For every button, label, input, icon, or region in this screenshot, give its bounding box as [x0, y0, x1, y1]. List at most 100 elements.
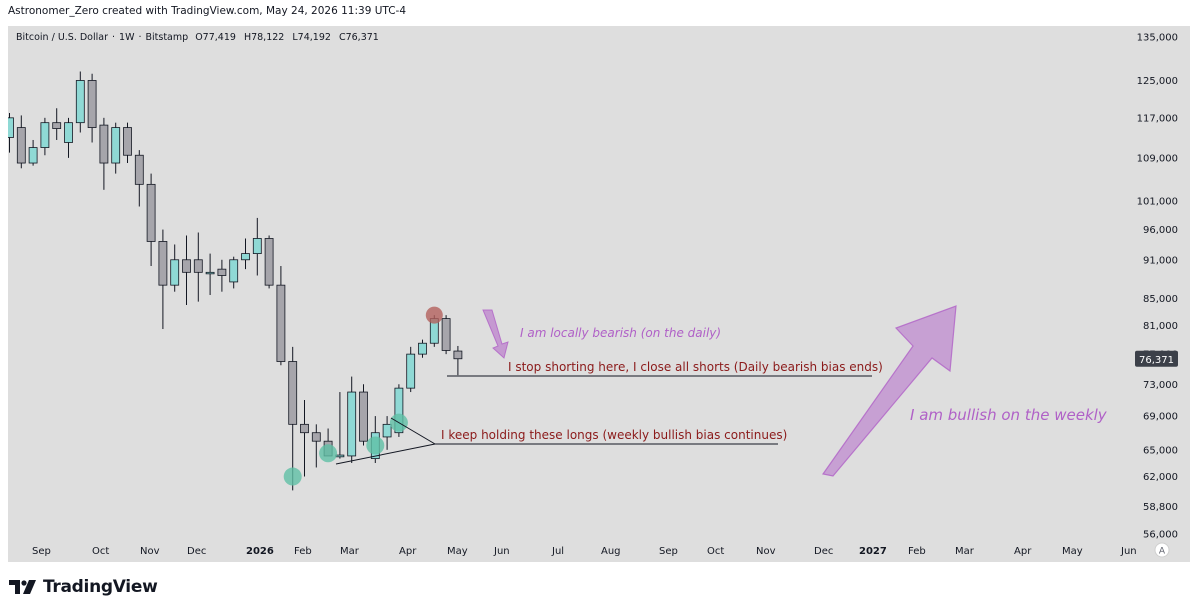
- x-axis-tick-label: Sep: [659, 546, 678, 557]
- legend-close: C76,371: [338, 32, 379, 43]
- long-entry-marker: [283, 467, 302, 486]
- candle-body: [134, 154, 144, 185]
- candle-body: [252, 238, 262, 255]
- candle: [347, 376, 357, 464]
- candle: [8, 113, 14, 153]
- candle-body: [64, 122, 73, 143]
- candle: [418, 339, 427, 358]
- candle: [359, 384, 368, 446]
- candle-body: [146, 183, 156, 242]
- candle: [406, 346, 416, 393]
- candle: [193, 232, 203, 302]
- candle-body: [111, 127, 121, 164]
- candle-body: [311, 432, 321, 442]
- candle-body: [193, 259, 203, 273]
- y-axis-tick-label: 109,000: [1137, 153, 1178, 164]
- chart-area[interactable]: 135,000 125,000 117,000 109,000 101,000 96,00…: [8, 26, 1190, 562]
- candle-body: [418, 342, 427, 355]
- candle-body: [87, 80, 97, 128]
- x-axis-tick-label: Mar: [340, 546, 360, 557]
- annotation-bearish-daily: I am locally bearish (on the daily): [520, 326, 721, 340]
- candle: [170, 244, 180, 292]
- y-axis-tick-label: 69,000: [1143, 412, 1178, 423]
- x-axis-tick-label: Dec: [814, 546, 833, 557]
- candle: [99, 117, 109, 190]
- candle: [229, 256, 239, 289]
- candle-body: [16, 127, 26, 164]
- candle-body: [8, 117, 14, 138]
- x-axis-tick-label: Jun: [493, 546, 510, 557]
- symbol-legend: Bitcoin / U.S. Dollar · 1W · Bitstamp O77,41…: [16, 32, 379, 43]
- legend-low: L74,192: [292, 32, 331, 43]
- legend-symbol[interactable]: Bitcoin / U.S. Dollar: [16, 32, 108, 43]
- x-axis-tick-label: Sep: [32, 546, 51, 557]
- candle-body: [382, 423, 392, 438]
- candle: [146, 173, 156, 267]
- candle: [288, 346, 298, 491]
- auto-scale-button: [1154, 542, 1170, 558]
- legend-open: O77,419: [195, 32, 236, 43]
- candle-body: [264, 238, 274, 286]
- annotation-stop-shorting: I stop shorting here, I close all shorts…: [508, 360, 883, 374]
- tradingview-logo[interactable]: TradingView: [9, 577, 158, 597]
- tradingview-logo-text: TradingView: [43, 577, 158, 597]
- long-entry-marker: [319, 444, 338, 463]
- candle-body: [359, 391, 368, 442]
- candle-body: [123, 127, 132, 156]
- x-axis-tick-label: Apr: [1014, 546, 1032, 557]
- candle-body: [158, 241, 168, 286]
- candle-body: [99, 124, 109, 164]
- candle-body: [335, 454, 345, 458]
- candle: [382, 416, 392, 450]
- legend-high: H78,122: [243, 32, 285, 43]
- y-axis-tick-label: 101,000: [1137, 196, 1178, 207]
- local-top-marker: [425, 306, 443, 324]
- legend-exchange: Bitstamp: [145, 32, 189, 43]
- legend-interval[interactable]: 1W: [119, 32, 135, 43]
- candle-body: [441, 318, 451, 351]
- candle: [182, 235, 191, 305]
- x-axis-tick-label: Oct: [707, 546, 724, 557]
- x-axis-tick-label: Feb: [294, 546, 312, 557]
- candle: [311, 424, 321, 468]
- candle: [441, 315, 451, 355]
- x-axis-tick-label: Nov: [140, 546, 160, 557]
- y-axis-tick-label: 73,000: [1143, 380, 1178, 391]
- x-axis-tick-label: May: [447, 546, 468, 557]
- candlestick-chart[interactable]: 135,000 125,000 117,000 109,000 101,000 96,00…: [8, 26, 1190, 562]
- bullish-arrow: [821, 305, 957, 477]
- candle: [158, 229, 168, 330]
- candle: [241, 238, 250, 270]
- x-axis-tick-label: Jul: [551, 546, 564, 557]
- y-axis-tick-label: 125,000: [1137, 76, 1178, 87]
- x-axis-tick-label: 2027: [859, 546, 887, 557]
- x-axis-tick-label: May: [1062, 546, 1083, 557]
- x-axis-tick-label: Apr: [399, 546, 417, 557]
- annotation-keep-holding: I keep holding these longs (weekly bulli…: [441, 428, 787, 442]
- candle: [134, 150, 144, 207]
- y-axis-tick-label: 135,000: [1137, 33, 1178, 44]
- candle: [52, 108, 62, 140]
- x-axis-tick-label: Oct: [92, 546, 109, 557]
- y-axis-tick-label: 56,000: [1143, 530, 1178, 541]
- candle: [276, 266, 286, 366]
- y-axis-tick-label: 58,800: [1143, 502, 1178, 513]
- candle-body: [28, 147, 38, 164]
- candle-body: [52, 122, 62, 129]
- candle-body: [453, 350, 463, 360]
- candle-body: [347, 391, 357, 457]
- candle: [453, 345, 463, 376]
- candle-body: [170, 259, 180, 286]
- candle: [111, 122, 121, 174]
- candle-body: [229, 259, 239, 283]
- y-axis-tick-label: 117,000: [1137, 113, 1178, 124]
- chart-attribution: Astronomer_Zero created with TradingView…: [8, 5, 407, 17]
- x-axis-tick-label: Dec: [187, 546, 206, 557]
- candle: [75, 71, 85, 133]
- candle: [264, 235, 274, 289]
- x-axis-tick-label: Feb: [908, 546, 926, 557]
- x-axis-tick-label: 2026: [246, 546, 274, 557]
- last-price-label: 76,371: [1139, 355, 1174, 366]
- candle-body: [276, 284, 286, 362]
- candle: [16, 115, 26, 169]
